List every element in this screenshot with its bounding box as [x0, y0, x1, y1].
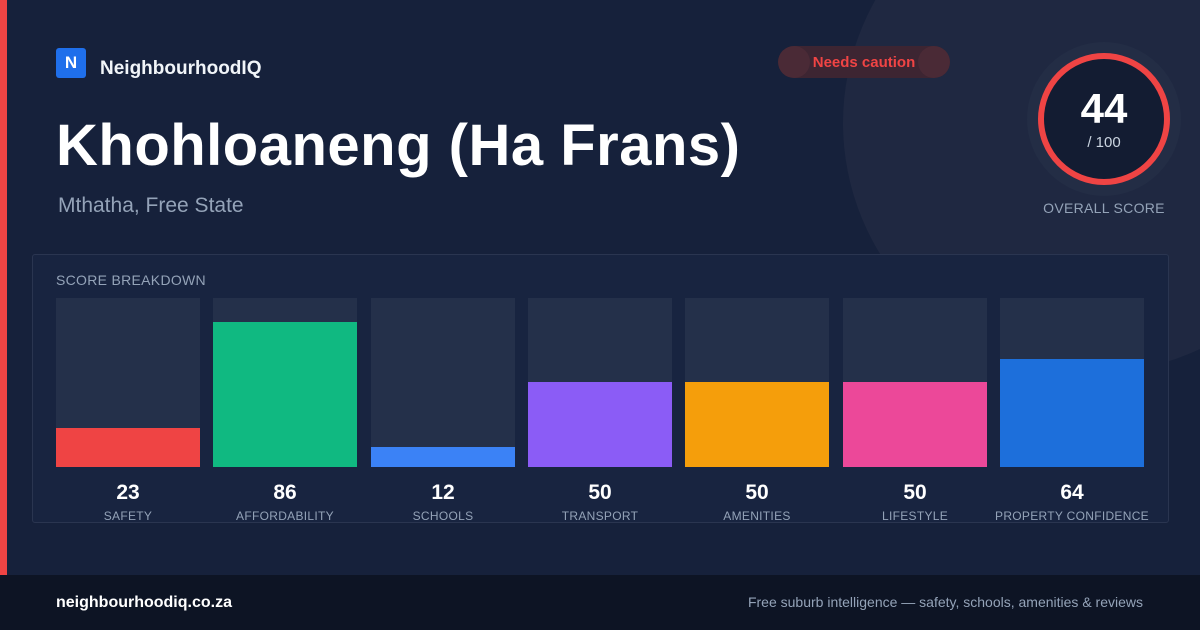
bar-fill [213, 322, 357, 467]
status-badge-label: Needs caution [812, 53, 916, 71]
location-subtitle: Mthatha, Free State [58, 194, 244, 217]
breakdown-title: SCORE BREAKDOWN [56, 272, 206, 288]
breakdown-bar-property-confidence: 64 PROPERTY CONFIDENCE [995, 298, 1149, 524]
bar-track [56, 298, 200, 467]
breakdown-bar-affordability: 86 AFFORDABILITY [213, 298, 357, 524]
badge-right-cap [918, 46, 950, 78]
bar-track [528, 298, 672, 467]
brand-name: NeighbourhoodIQ [100, 58, 262, 79]
bar-value: 23 [116, 481, 140, 504]
breakdown-bar-amenities: 50 AMENITIES [685, 298, 829, 524]
overall-score-value: 44 [1080, 84, 1128, 132]
bar-label: SCHOOLS [412, 509, 474, 523]
bar-value: 50 [745, 481, 769, 504]
bar-value: 86 [273, 481, 297, 504]
bar-label: SAFETY [103, 509, 153, 523]
score-breakdown-panel: SCORE BREAKDOWN 23 SAFETY 86 AFFORDABILITY 1… [32, 254, 1169, 523]
breakdown-bar-lifestyle: 50 LIFESTYLE [843, 298, 987, 524]
bar-track [685, 298, 829, 467]
brand[interactable]: N NeighbourhoodIQ [56, 46, 261, 80]
badge-left-cap [778, 46, 810, 78]
bar-value: 64 [1060, 481, 1084, 504]
footer-domain-link[interactable]: neighbourhoodiq.co.za [56, 594, 232, 611]
status-badge: Needs caution [778, 46, 950, 78]
bar-track [843, 298, 987, 467]
bar-label: AFFORDABILITY [236, 509, 334, 523]
brand-logo-icon: N [56, 48, 86, 78]
bar-track [1000, 298, 1144, 467]
page-title: Khohloaneng (Ha Frans) [56, 113, 741, 178]
overall-score-caption: OVERALL SCORE [1043, 200, 1165, 216]
breakdown-bar-schools: 12 SCHOOLS [371, 298, 515, 524]
footer-tagline: Free suburb intelligence — safety, schoo… [747, 594, 1143, 610]
bar-label: LIFESTYLE [881, 509, 949, 523]
bar-value: 50 [903, 481, 927, 504]
bar-label: PROPERTY CONFIDENCE [995, 509, 1149, 523]
overall-score-gauge: 44 / 100 [1027, 42, 1181, 196]
bar-fill [1000, 359, 1144, 467]
bar-fill [843, 382, 987, 467]
accent-bar [0, 0, 7, 575]
overall-score-max: / 100 [1087, 133, 1121, 151]
breakdown-bar-transport: 50 TRANSPORT [528, 298, 672, 524]
overall-score-ring: 44 / 100 [1038, 53, 1170, 185]
bar-fill [528, 382, 672, 467]
bar-label: TRANSPORT [561, 509, 639, 523]
bar-fill [371, 447, 515, 467]
bar-value: 50 [588, 481, 612, 504]
bar-track [213, 298, 357, 467]
bar-value: 12 [431, 481, 455, 504]
bar-label: AMENITIES [723, 509, 791, 523]
bar-fill [56, 428, 200, 467]
bar-track [371, 298, 515, 467]
breakdown-bar-safety: 23 SAFETY [56, 298, 200, 524]
bar-fill [685, 382, 829, 467]
footer: neighbourhoodiq.co.za Free suburb intell… [0, 575, 1200, 630]
